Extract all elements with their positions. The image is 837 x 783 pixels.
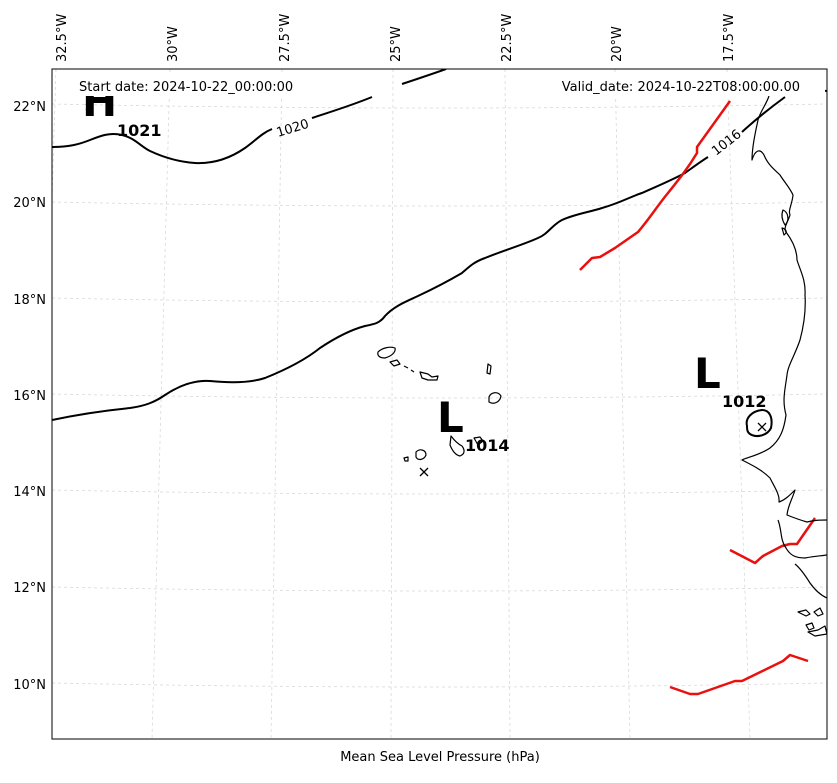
coast-africa-south — [777, 519, 827, 599]
front-east — [729, 517, 817, 565]
gridlines — [52, 69, 827, 739]
lon-label-22-5w: 22.5°W — [500, 14, 515, 62]
gridline-lat-18n — [52, 297, 827, 303]
valid-date-label: Valid_date: 2024-10-22T08:00:00.00 — [562, 80, 800, 95]
island-sao-nicolau — [419, 371, 439, 381]
gridline-lon-22-5w — [504, 69, 511, 739]
fronts — [579, 100, 817, 696]
center-value-h: 1021 — [117, 121, 162, 140]
gridline-lon-20w — [614, 69, 631, 739]
valid-date-background — [535, 72, 825, 96]
lat-label-20n: 20°N — [13, 196, 46, 211]
lon-label-17-5w: 17.5°W — [722, 14, 737, 62]
isobar-label-1020: 1020 — [275, 117, 311, 141]
gridline-lon-25w — [390, 69, 394, 739]
front-south — [669, 653, 809, 696]
gridline-lat-12n — [52, 586, 827, 592]
lat-label-12n: 12°N — [13, 581, 46, 596]
isobar-1012-closed — [745, 408, 773, 437]
latitude-labels: 22°N 20°N 18°N 16°N 14°N 12°N 10°N — [13, 100, 46, 693]
coast-guinea-islands — [797, 607, 827, 637]
gridline-lat-20n — [52, 201, 827, 207]
start-date-background — [56, 72, 316, 96]
map-title: Mean Sea Level Pressure (hPa) — [340, 750, 540, 765]
coast-africa — [741, 95, 827, 523]
lat-label-18n: 18°N — [13, 293, 46, 308]
lat-label-14n: 14°N — [13, 485, 46, 500]
coastlines — [377, 95, 827, 637]
island-santa-luzia — [403, 365, 415, 373]
gridline-lat-14n — [52, 489, 827, 495]
lon-label-27-5w: 27.5°W — [278, 14, 293, 62]
island-santiago — [449, 435, 465, 457]
island-maio — [473, 436, 484, 446]
gridline-lon-32-5w — [52, 69, 57, 201]
longitude-labels: 32.5°W 30°W 27.5°W 25°W 22.5°W 20°W 17.5… — [55, 14, 737, 62]
center-value-l-1012: 1012 — [722, 392, 767, 411]
center-markers — [85, 103, 767, 477]
gridline-lon-30w — [151, 69, 171, 739]
center-marker-l-1014 — [419, 467, 429, 477]
lon-label-25w: 25°W — [389, 26, 404, 62]
lon-label-20w: 20°W — [610, 26, 625, 62]
center-letter-l-1012: L — [694, 349, 721, 398]
isobar-1020 — [52, 69, 447, 165]
island-fogo — [415, 449, 427, 461]
lat-label-16n: 16°N — [13, 389, 46, 404]
lon-label-30w: 30°W — [166, 26, 181, 62]
gridline-lat-10n — [52, 682, 827, 688]
center-letter-l-1014: L — [437, 393, 464, 442]
island-brava — [403, 456, 409, 462]
lon-label-32-5w: 32.5°W — [55, 14, 70, 62]
island-boa-vista — [488, 392, 502, 404]
center-value-l-1014: 1014 — [465, 436, 510, 455]
gridline-lon-17-5w — [726, 69, 751, 739]
center-marker-h — [85, 103, 93, 111]
lat-label-10n: 10°N — [13, 678, 46, 693]
island-sao-vicente — [389, 359, 401, 367]
gridline-lat-22n — [52, 103, 827, 109]
map-frame — [51, 68, 828, 740]
front-northeast — [579, 100, 732, 271]
island-santo-antao — [377, 346, 396, 359]
coast-offshore-islets — [781, 209, 789, 236]
lat-label-22n: 22°N — [13, 100, 46, 115]
center-marker-l-1012 — [757, 422, 767, 432]
isobar-label-1016: 1016 — [709, 127, 744, 159]
start-date-label: Start date: 2024-10-22_00:00:00 — [79, 80, 293, 95]
gridline-lon-27-5w — [270, 69, 283, 739]
island-sal — [486, 363, 492, 375]
